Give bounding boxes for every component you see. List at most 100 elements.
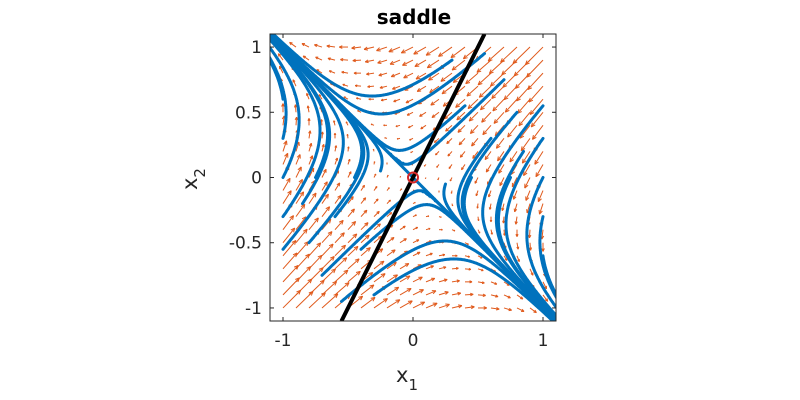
vector-arrow [373, 260, 385, 270]
vector-arrow [529, 307, 537, 314]
unstable-manifold [339, 34, 487, 321]
arrow-head [516, 234, 519, 237]
y-tick-label: -1 [245, 299, 262, 319]
arrow-head [490, 219, 493, 223]
arrow-head [393, 274, 398, 277]
arrow-head [375, 198, 379, 201]
arrow-head [474, 181, 478, 184]
arrow-shaft [282, 153, 289, 165]
arrow-shaft [321, 243, 334, 257]
arrow-head [427, 66, 432, 69]
arrow-head [376, 47, 380, 51]
arrow-shaft [392, 85, 401, 90]
vector-arrow [526, 59, 544, 78]
arrow-head [496, 307, 500, 310]
arrow-shaft [467, 98, 479, 109]
arrow-shaft [295, 253, 310, 270]
arrow-head [446, 142, 450, 145]
vector-arrow [464, 267, 472, 271]
arrow-shaft [529, 307, 537, 314]
vector-arrow [302, 55, 310, 61]
vector-arrow [490, 72, 505, 87]
arrow-head [495, 294, 499, 298]
arrow-shaft [294, 104, 297, 113]
arrow-shaft [347, 258, 360, 270]
vector-arrow [477, 72, 492, 86]
arrow-shaft [386, 249, 396, 257]
vector-arrow [460, 164, 466, 171]
arrow-shaft [492, 98, 505, 112]
arrow-head [328, 243, 334, 247]
arrow-head [486, 169, 490, 173]
arrow-shaft [334, 195, 342, 204]
arrow-shaft [321, 231, 333, 244]
arrow-head [468, 267, 472, 270]
arrow-head [408, 288, 412, 293]
vector-arrow [373, 161, 376, 165]
arrow-shaft [301, 43, 310, 48]
arrow-head [455, 266, 459, 269]
arrow-head [484, 157, 489, 161]
arrow-head [467, 104, 471, 109]
arrow-shaft [457, 124, 466, 133]
arrow-head [515, 221, 518, 225]
arrow-shaft [363, 46, 375, 50]
arrow-head [521, 308, 525, 312]
vector-arrow [438, 278, 448, 283]
vector-arrow [492, 98, 505, 112]
arrow-head [471, 143, 476, 147]
vector-arrow [416, 85, 427, 92]
arrow-head [343, 269, 349, 272]
vector-arrow [368, 97, 374, 101]
trajectory [504, 136, 556, 318]
arrow-head [341, 244, 346, 248]
arrow-head [367, 234, 370, 240]
arrow-shaft [360, 247, 371, 257]
vector-arrow [409, 137, 414, 141]
arrow-shaft [295, 154, 301, 165]
arrow-head [534, 309, 537, 313]
vector-arrow [395, 124, 401, 128]
arrow-head [366, 247, 371, 250]
arrow-head [333, 132, 336, 136]
arrow-head [348, 171, 352, 174]
arrow-shaft [465, 72, 479, 85]
arrow-head [537, 198, 542, 203]
vector-arrow [301, 43, 310, 48]
vector-arrow [281, 103, 285, 113]
arrow-head [480, 256, 483, 259]
trajectory [525, 176, 556, 310]
arrow-head [518, 123, 524, 127]
arrow-head [358, 295, 363, 298]
arrow-shaft [282, 215, 294, 230]
arrow-shaft [535, 164, 544, 178]
vector-arrow [326, 44, 336, 48]
arrow-shaft [360, 296, 376, 309]
vector-arrow [530, 111, 544, 128]
arrow-head [520, 148, 526, 152]
vector-arrow [412, 289, 424, 296]
vector-arrow [360, 247, 371, 257]
arrow-shaft [321, 181, 328, 191]
arrow-head [314, 44, 318, 48]
arrow-head [419, 276, 423, 281]
vector-arrow [507, 125, 518, 138]
arrow-head [467, 243, 469, 245]
vector-arrow [405, 98, 414, 104]
vector-arrow [485, 164, 492, 173]
vector-arrow [370, 123, 375, 126]
arrow-shaft [542, 281, 547, 290]
arrow-head [357, 110, 359, 112]
arrow-head [397, 299, 401, 304]
vector-arrow [423, 164, 427, 167]
vector-arrow [386, 187, 390, 191]
vector-arrow [282, 215, 295, 230]
arrow-head [291, 240, 297, 243]
arrow-shaft [458, 138, 466, 146]
arrow-head [321, 144, 325, 147]
arrow-head [492, 108, 498, 112]
arrow-head [481, 268, 484, 271]
vector-arrow [294, 116, 299, 126]
trajectory [270, 35, 330, 179]
arrow-head [434, 141, 437, 143]
